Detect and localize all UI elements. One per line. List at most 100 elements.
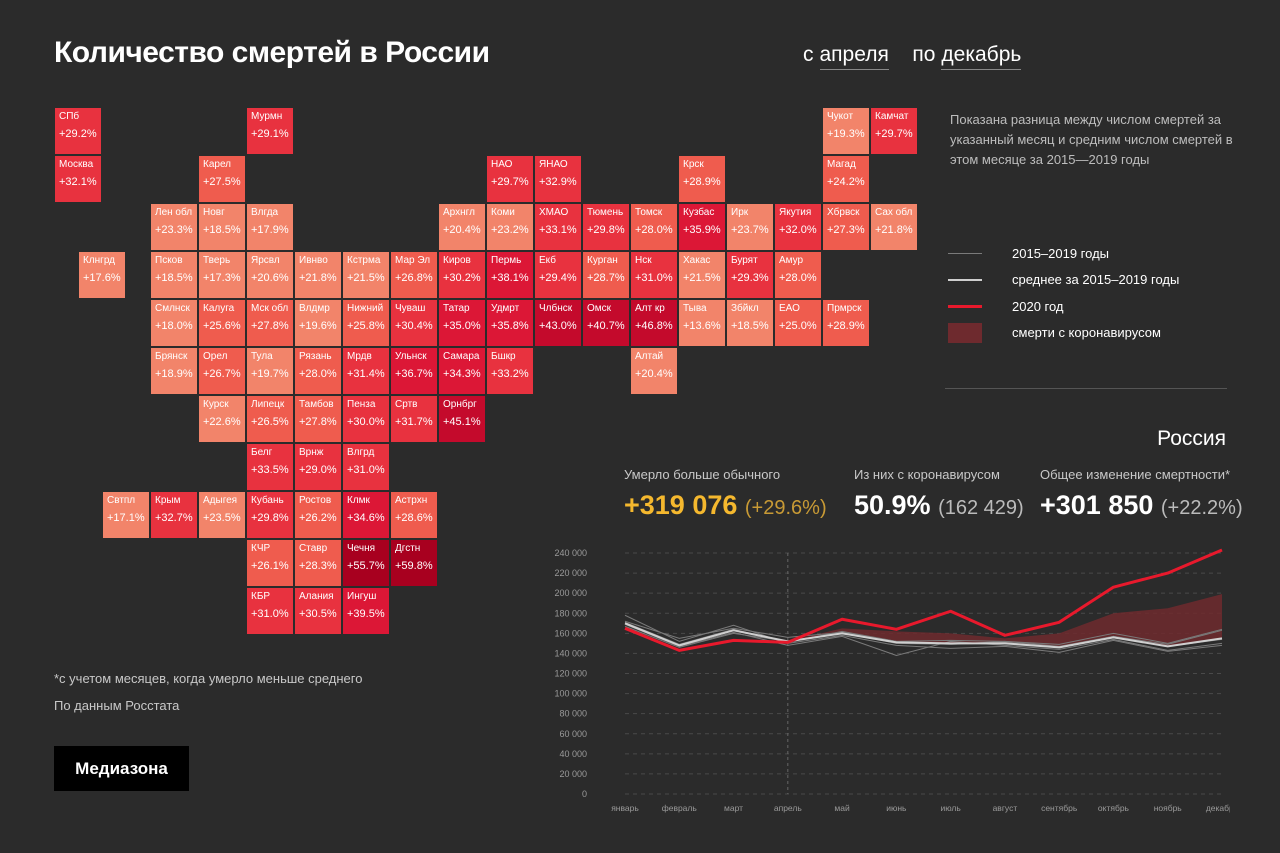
region-tile[interactable]: Ингуш +39.5% [343,588,389,634]
region-tile[interactable]: Сртв +31.7% [391,396,437,442]
region-tile[interactable]: Татар +35.0% [439,300,485,346]
region-tile[interactable]: Мар Эл +26.8% [391,252,437,298]
region-tile[interactable]: Тверь +17.3% [199,252,245,298]
period-to-select[interactable]: декабрь [941,43,1022,70]
region-tile[interactable]: Ирк +23.7% [727,204,773,250]
region-tile[interactable]: Псков +18.5% [151,252,197,298]
region-tile[interactable]: Амур +28.0% [775,252,821,298]
region-tile[interactable]: Алания +30.5% [295,588,341,634]
region-tile[interactable]: Мск обл +27.8% [247,300,293,346]
region-tile[interactable]: Омск +40.7% [583,300,629,346]
region-tile[interactable]: Кубань +29.8% [247,492,293,538]
region-value: +21.5% [683,272,721,284]
region-tile[interactable]: Сах обл +21.8% [871,204,917,250]
region-tile[interactable]: Хбрвск +27.3% [823,204,869,250]
region-tile[interactable]: Збйкл +18.5% [727,300,773,346]
region-tile[interactable]: Чуваш +30.4% [391,300,437,346]
region-tile[interactable]: Орнбрг +45.1% [439,396,485,442]
region-tile[interactable]: Пенза +30.0% [343,396,389,442]
region-tile[interactable]: Камчат +29.7% [871,108,917,154]
region-tile[interactable]: Брянск +18.9% [151,348,197,394]
region-tile[interactable]: Магад +24.2% [823,156,869,202]
region-tile[interactable]: Калуга +25.6% [199,300,245,346]
region-tile[interactable]: Курган +28.7% [583,252,629,298]
region-tile[interactable]: Нижний +25.8% [343,300,389,346]
region-tile[interactable]: Новг +18.5% [199,204,245,250]
region-tile[interactable]: Чечня +55.7% [343,540,389,586]
mediazona-logo[interactable]: Медиазона [54,746,189,791]
region-tile[interactable]: Тыва +13.6% [679,300,725,346]
region-tile[interactable]: Москва +32.1% [55,156,101,202]
region-tile[interactable]: Ставр +28.3% [295,540,341,586]
region-tile[interactable]: Томск +28.0% [631,204,677,250]
region-tile[interactable]: Тюмень +29.8% [583,204,629,250]
region-tile[interactable]: СПб +29.2% [55,108,101,154]
region-tile[interactable]: Хакас +21.5% [679,252,725,298]
region-tile[interactable]: Тула +19.7% [247,348,293,394]
region-tile[interactable]: Прмрск +28.9% [823,300,869,346]
region-tile[interactable]: Мурмн +29.1% [247,108,293,154]
region-tile[interactable]: Адыгея +23.5% [199,492,245,538]
region-tile[interactable]: Алтай +20.4% [631,348,677,394]
region-tile[interactable]: Екб +29.4% [535,252,581,298]
region-tile[interactable]: Крым +32.7% [151,492,197,538]
period-from-select[interactable]: апреля [819,43,889,70]
x-tick-label: декабрь [1206,803,1230,813]
region-tile[interactable]: Влдмр +19.6% [295,300,341,346]
region-name: Москва [59,159,94,170]
region-tile[interactable]: Бурят +29.3% [727,252,773,298]
stat-value: +319 076 [624,490,738,520]
region-tile[interactable]: Кстрма +21.5% [343,252,389,298]
chart-legend: 2015–2019 годы среднее за 2015–2019 годы… [948,240,1226,346]
region-tile[interactable]: Чукот +19.3% [823,108,869,154]
region-tile[interactable]: Клнгрд +17.6% [79,252,125,298]
region-tile[interactable]: Курск +22.6% [199,396,245,442]
region-tile[interactable]: Белг +33.5% [247,444,293,490]
region-name: Тюмень [587,207,624,218]
region-value: +28.6% [395,512,433,524]
region-tile[interactable]: Дгстн +59.8% [391,540,437,586]
region-tile[interactable]: Липецк +26.5% [247,396,293,442]
region-tile[interactable]: Члбнск +43.0% [535,300,581,346]
region-tile[interactable]: Самара +34.3% [439,348,485,394]
region-tile[interactable]: Влгда +17.9% [247,204,293,250]
region-name: Татар [443,303,470,314]
region-name: Крск [683,159,704,170]
region-tile[interactable]: Лен обл +23.3% [151,204,197,250]
region-tile[interactable]: Влгрд +31.0% [343,444,389,490]
region-name: Клмк [347,495,370,506]
region-tile[interactable]: НАО +29.7% [487,156,533,202]
region-tile[interactable]: Карел +27.5% [199,156,245,202]
region-tile[interactable]: КЧР +26.1% [247,540,293,586]
region-tile[interactable]: Якутия +32.0% [775,204,821,250]
region-tile[interactable]: Коми +23.2% [487,204,533,250]
region-tile[interactable]: Смлнск +18.0% [151,300,197,346]
region-tile[interactable]: Рязань +28.0% [295,348,341,394]
region-tile[interactable]: Ростов +26.2% [295,492,341,538]
region-tile[interactable]: ХМАО +33.1% [535,204,581,250]
region-tile[interactable]: Свтпл +17.1% [103,492,149,538]
region-tile[interactable]: ЯНАО +32.9% [535,156,581,202]
region-tile[interactable]: Ивнво +21.8% [295,252,341,298]
region-tile[interactable]: Тамбов +27.8% [295,396,341,442]
region-tile[interactable]: Мрдв +31.4% [343,348,389,394]
region-tile[interactable]: Удмрт +35.8% [487,300,533,346]
region-tile[interactable]: Астрхн +28.6% [391,492,437,538]
region-tile[interactable]: Архнгл +20.4% [439,204,485,250]
region-tile[interactable]: Врнж +29.0% [295,444,341,490]
region-tile[interactable]: Алт кр +46.8% [631,300,677,346]
region-tile[interactable]: Крск +28.9% [679,156,725,202]
region-value: +20.6% [251,272,289,284]
region-tile[interactable]: Орел +26.7% [199,348,245,394]
region-tile[interactable]: Бшкр +33.2% [487,348,533,394]
region-tile[interactable]: КБР +31.0% [247,588,293,634]
region-tile[interactable]: Нск +31.0% [631,252,677,298]
region-tile[interactable]: ЕАО +25.0% [775,300,821,346]
region-tile[interactable]: Клмк +34.6% [343,492,389,538]
region-tile[interactable]: Киров +30.2% [439,252,485,298]
region-tile[interactable]: Пермь +38.1% [487,252,533,298]
region-tile[interactable]: Ярсвл +20.6% [247,252,293,298]
region-name: Алтай [635,351,664,362]
region-tile[interactable]: Ульнск +36.7% [391,348,437,394]
region-tile[interactable]: Кузбас +35.9% [679,204,725,250]
